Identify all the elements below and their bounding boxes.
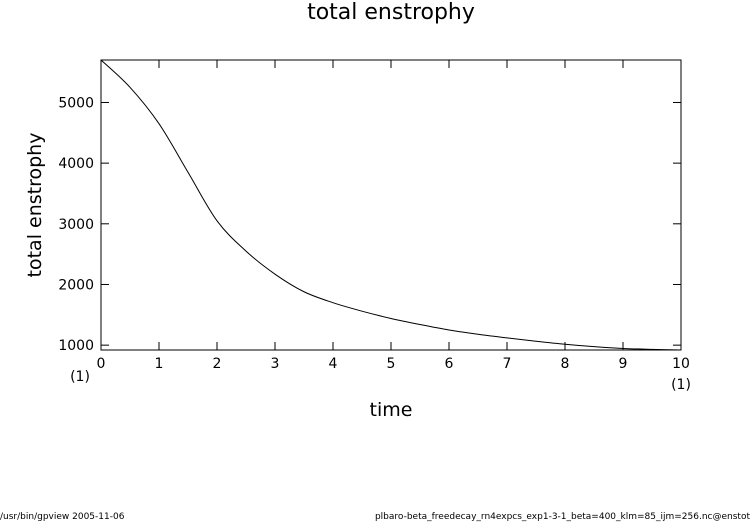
x-tick-label: 4 xyxy=(329,356,338,372)
footer-program-date: /usr/bin/gpview 2005-11-06 xyxy=(0,512,125,522)
series-layer xyxy=(100,59,682,351)
x-tick-label: 5 xyxy=(387,356,396,372)
x-tick-label: 0 xyxy=(97,356,106,372)
y-tick-label: 3000 xyxy=(58,217,94,233)
x-axis-label: time xyxy=(370,399,413,421)
plot-frame xyxy=(100,59,682,351)
x-tick-label: 10 xyxy=(672,356,690,372)
x-tick-label: 7 xyxy=(503,356,512,372)
x-tick-label: 3 xyxy=(271,356,280,372)
y-tick-label: 2000 xyxy=(58,277,94,293)
y-tick-label: 1000 xyxy=(58,338,94,354)
y-tick-label: 5000 xyxy=(58,95,94,111)
x-tick-label: 2 xyxy=(213,356,222,372)
y-axis-label: total enstrophy xyxy=(24,133,46,278)
x-tick-label: 6 xyxy=(445,356,454,372)
x-tick-label: 1 xyxy=(155,356,164,372)
series-line xyxy=(100,59,682,351)
y-axis: 1000 2000 3000 4000 5000 xyxy=(58,95,681,354)
y-tick-label: 4000 xyxy=(58,156,94,172)
x-axis-multiplier-left: (1) xyxy=(70,369,90,385)
footer-source-file: plbaro-beta_freedecay_rn4expcs_exp1-3-1_… xyxy=(374,512,750,522)
x-axis: 0 1 2 3 4 5 6 7 8 9 10 xyxy=(97,60,690,372)
x-tick-label: 8 xyxy=(561,356,570,372)
x-axis-multiplier-right: (1) xyxy=(671,377,691,393)
x-tick-label: 9 xyxy=(619,356,628,372)
chart-title: total enstrophy xyxy=(307,0,475,25)
